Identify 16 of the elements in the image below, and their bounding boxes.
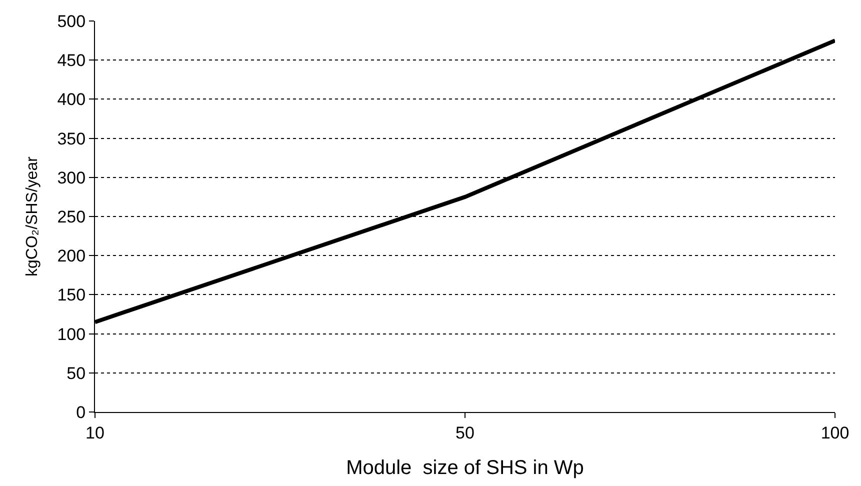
x-tick-label: 10 — [86, 423, 104, 442]
y-tick-label: 400 — [57, 90, 86, 110]
y-axis-title: kgCO₂/SHS/year — [24, 156, 42, 277]
x-tick-label: 100 — [820, 423, 850, 442]
x-axis-title: Module size of SHS in Wp — [346, 456, 584, 479]
y-tick-label: 0 — [76, 402, 86, 422]
y-tick-label: 150 — [57, 286, 86, 305]
y-tick-label: 350 — [57, 129, 86, 148]
y-tick-label: 500 — [57, 12, 86, 31]
y-tick-label: 50 — [66, 364, 86, 383]
y-tick-label: 450 — [57, 51, 86, 70]
y-tick-label: 250 — [57, 207, 86, 226]
y-tick-label: 100 — [57, 324, 86, 344]
x-tick-label: 50 — [456, 423, 474, 442]
y-tick-label: 200 — [57, 246, 86, 266]
y-tick-label: 300 — [57, 168, 86, 188]
